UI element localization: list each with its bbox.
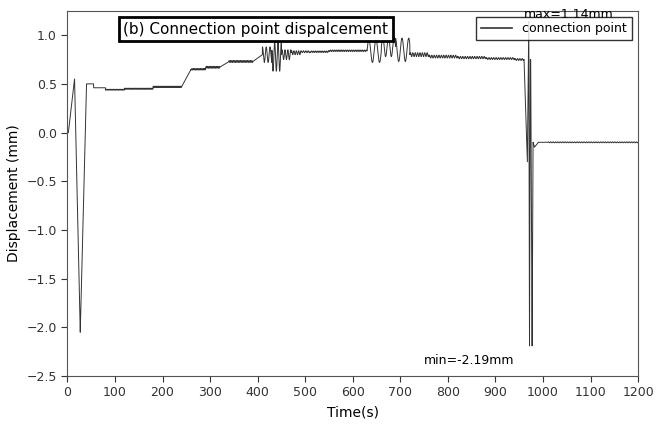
Text: (b) Connection point dispalcement: (b) Connection point dispalcement xyxy=(123,22,388,37)
X-axis label: Time(s): Time(s) xyxy=(327,405,379,419)
Legend: connection point: connection point xyxy=(476,17,632,40)
Text: min=-2.19mm: min=-2.19mm xyxy=(424,354,515,367)
Text: max=1.14mm: max=1.14mm xyxy=(524,8,614,20)
Y-axis label: Displacement (mm): Displacement (mm) xyxy=(7,124,21,262)
